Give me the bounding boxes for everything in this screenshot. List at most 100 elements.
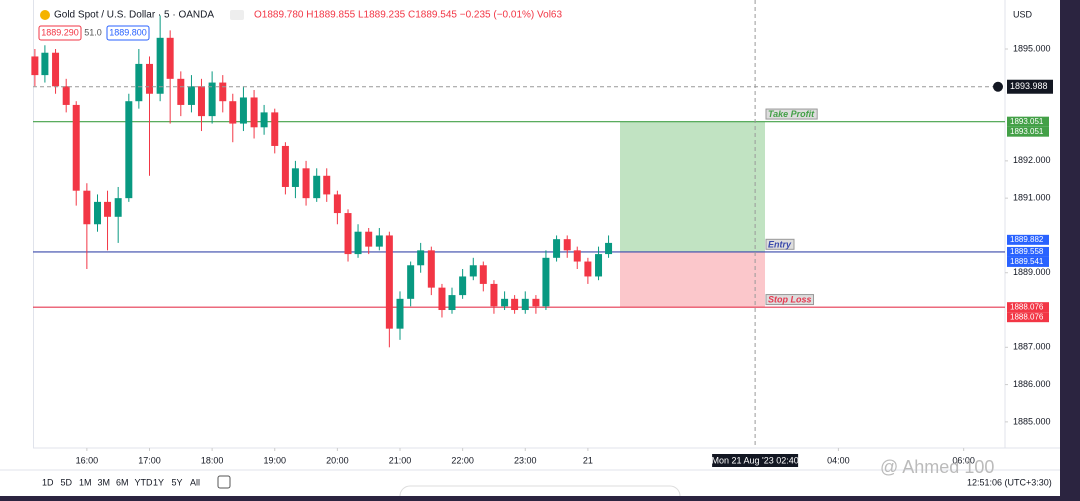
range-button[interactable]: 3M <box>98 477 111 487</box>
price-label-box <box>1007 246 1049 257</box>
price-label: 1888.076 <box>1010 302 1044 311</box>
frame <box>33 0 34 448</box>
spread: 51.0 <box>84 27 102 37</box>
candle-body <box>271 112 279 146</box>
candle-body <box>490 283 498 307</box>
x-tick-label: 18:00 <box>201 455 224 465</box>
level-label-box <box>765 108 818 120</box>
y-tick-label: 1887.000 <box>1013 342 1051 352</box>
price-label: 1893.051 <box>1010 117 1044 126</box>
candle-body <box>407 265 415 299</box>
x-tick-label: 16:00 <box>76 455 99 465</box>
candle-body <box>427 250 435 288</box>
candle-body <box>521 298 529 311</box>
candle-body <box>479 265 487 284</box>
x-tick-label: 06:00 <box>952 455 975 465</box>
range-button[interactable]: YTD <box>135 477 154 487</box>
range-button[interactable]: 1M <box>79 477 92 487</box>
candle-body <box>260 112 268 128</box>
candle-body <box>375 235 383 247</box>
calendar-icon[interactable] <box>217 475 231 489</box>
range-button[interactable]: 5D <box>61 477 73 487</box>
clock: 12:51:06 (UTC+3:30) <box>967 477 1052 487</box>
candle-body <box>52 52 60 87</box>
level-label: Entry <box>768 239 792 249</box>
candle-body <box>354 231 362 255</box>
currency: USD <box>1013 9 1033 19</box>
price-label: 1888.076 <box>1010 312 1044 321</box>
y-tick-label: 1892.000 <box>1013 155 1051 165</box>
candle-body <box>448 295 456 311</box>
price-label-box <box>1007 312 1049 323</box>
candle-body <box>156 37 164 94</box>
range-button[interactable]: 6M <box>116 477 129 487</box>
level-label: Stop Loss <box>768 295 812 305</box>
candle-body <box>542 257 550 307</box>
range-button[interactable]: 5Y <box>172 477 183 487</box>
candle-body <box>72 104 80 191</box>
price-label: 1893.051 <box>1010 127 1044 136</box>
candle-body <box>344 213 352 255</box>
candle-body <box>187 86 195 105</box>
price-label-box <box>1007 126 1049 137</box>
loss-zone <box>620 251 765 308</box>
price-label-box <box>1007 116 1049 127</box>
candle-body <box>291 168 299 187</box>
candle-body <box>145 63 153 94</box>
candle-body <box>323 175 331 195</box>
candle-body <box>94 201 102 225</box>
candle-body <box>239 97 247 124</box>
candle-body <box>469 265 477 277</box>
candle-body <box>62 86 70 105</box>
price-label-box <box>1007 256 1049 267</box>
y-tick-label: 1885.000 <box>1013 416 1051 426</box>
candle-body <box>250 97 258 128</box>
x-tick-label: 19:00 <box>263 455 286 465</box>
price-label: 1889.558 <box>1010 247 1044 256</box>
profit-zone <box>620 121 765 252</box>
crosshair-price: 1893.988 <box>1010 81 1048 91</box>
candle-body <box>511 298 519 311</box>
range-button[interactable]: 1D <box>42 477 54 487</box>
candle-body <box>396 298 404 329</box>
crosshair-time-box <box>712 454 799 467</box>
home-pill <box>399 485 681 501</box>
candle-body <box>417 250 425 266</box>
candle-body <box>385 235 393 329</box>
range-button[interactable]: 1Y <box>153 477 164 487</box>
candle-body <box>219 82 227 102</box>
bid: 1889.290 <box>41 27 79 37</box>
candle-body <box>313 175 321 199</box>
symbol: Gold Spot / U.S. Dollar · 5 · OANDA <box>54 10 214 21</box>
candle-body <box>83 190 91 225</box>
bid-box[interactable] <box>38 25 82 41</box>
candle-body <box>197 86 205 117</box>
price-label-box <box>1007 234 1049 245</box>
candle-body <box>125 101 133 199</box>
candle-body <box>605 242 613 255</box>
crosshair-time: Mon 21 Aug '23 02:40 <box>711 455 798 465</box>
candle-body <box>333 194 341 214</box>
add-button[interactable] <box>993 81 1003 92</box>
y-tick-label: 1895.000 <box>1013 43 1051 53</box>
price-label-box <box>1007 302 1049 313</box>
plot: 1895.000 1892.000 1891.000 1889.000 1887.000… <box>31 0 1053 467</box>
candle-body <box>563 239 571 251</box>
candle-body <box>501 298 509 307</box>
candle-body <box>573 250 581 262</box>
candle-body <box>553 239 561 258</box>
candle-body <box>41 52 49 76</box>
ask: 1889.800 <box>109 27 147 37</box>
icon <box>230 10 244 20</box>
candle-body <box>532 298 540 307</box>
candle-body <box>365 231 373 247</box>
candle-body <box>438 287 446 311</box>
range-button[interactable]: All <box>190 477 200 487</box>
symbol-icon <box>40 10 50 20</box>
candle-body <box>135 63 143 102</box>
x-tick-label: 04:00 <box>827 455 850 465</box>
price-label: 1889.882 <box>1010 235 1044 244</box>
ask-box[interactable] <box>106 25 150 41</box>
